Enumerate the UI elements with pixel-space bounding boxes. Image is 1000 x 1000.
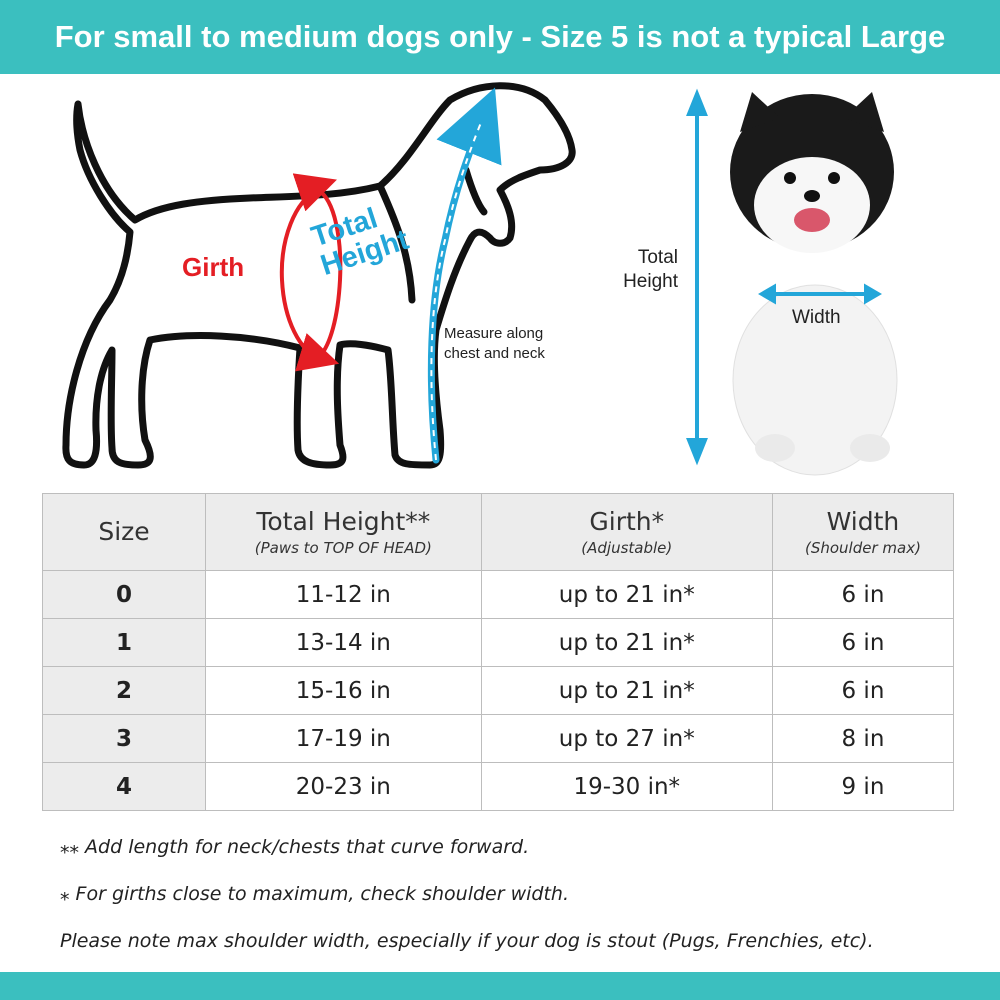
table-header-row: Size Total Height** (Paws to TOP OF HEAD… <box>41 493 955 571</box>
measure-note: Measure along chest and neck <box>444 324 594 364</box>
cell-width: 6 in <box>771 570 955 619</box>
table-row: 2 15-16 in up to 21 in* 6 in <box>41 666 955 715</box>
header-total-height: Total Height** (Paws to TOP OF HEAD) <box>205 493 482 571</box>
note-height: ⁎⁎ Add length for neck/chests that curve… <box>60 836 530 858</box>
measure-note-line2: chest and neck <box>444 345 545 362</box>
header-width-sub: (Shoulder max) <box>804 539 921 557</box>
cell-height: 15-16 in <box>205 666 482 715</box>
photo-height-arrow-icon <box>686 88 708 466</box>
dog-outline-icon <box>62 82 576 469</box>
header-total-height-title: Total Height** <box>256 507 431 536</box>
note-shoulder: Please note max shoulder width, especial… <box>60 930 874 952</box>
photo-total-height-label: Total Height <box>606 246 678 294</box>
girth-arrow-icon <box>279 173 343 372</box>
table-row: 3 17-19 in up to 27 in* 8 in <box>41 714 955 763</box>
table-row: 1 13-14 in up to 21 in* 6 in <box>41 618 955 667</box>
cell-height: 17-19 in <box>205 714 482 763</box>
header-girth-sub: (Adjustable) <box>581 539 673 557</box>
cell-size: 2 <box>41 666 207 715</box>
cell-width: 6 in <box>771 666 955 715</box>
photo-total-line2: Height <box>623 271 678 292</box>
cell-height: 11-12 in <box>205 570 482 619</box>
header-girth: Girth* (Adjustable) <box>480 493 773 571</box>
header-total-height-sub: (Paws to TOP OF HEAD) <box>254 539 432 557</box>
cell-girth: up to 27 in* <box>480 714 773 763</box>
top-banner: For small to medium dogs only - Size 5 i… <box>0 0 1000 74</box>
header-size-title: Size <box>98 517 150 546</box>
header-size: Size <box>41 493 207 571</box>
banner-title: For small to medium dogs only - Size 5 i… <box>54 19 946 54</box>
width-arrow-icon <box>758 283 882 305</box>
cell-size: 3 <box>41 714 207 763</box>
cell-height: 20-23 in <box>205 762 482 811</box>
measurement-illustration: Girth Total Height Measure along chest a… <box>0 74 1000 484</box>
header-width-title: Width <box>826 507 900 536</box>
size-chart-table: Size Total Height** (Paws to TOP OF HEAD… <box>41 493 955 811</box>
pomeranian-photo-icon <box>730 92 898 476</box>
cell-size: 0 <box>41 570 207 619</box>
cell-girth: 19-30 in* <box>480 762 773 811</box>
bottom-banner <box>0 972 1000 1000</box>
cell-width: 6 in <box>771 618 955 667</box>
illustration-svg <box>62 82 898 476</box>
measure-note-line1: Measure along <box>444 325 544 342</box>
photo-width-label: Width <box>792 307 841 328</box>
total-height-arrow-icon <box>427 87 502 464</box>
cell-height: 13-14 in <box>205 618 482 667</box>
table-row: 4 20-23 in 19-30 in* 9 in <box>41 762 955 811</box>
header-width: Width (Shoulder max) <box>771 493 955 571</box>
cell-girth: up to 21 in* <box>480 666 773 715</box>
girth-label: Girth <box>182 252 245 282</box>
table-row: 0 11-12 in up to 21 in* 6 in <box>41 570 955 619</box>
cell-size: 1 <box>41 618 207 667</box>
cell-width: 9 in <box>771 762 955 811</box>
cell-girth: up to 21 in* <box>480 618 773 667</box>
cell-size: 4 <box>41 762 207 811</box>
cell-girth: up to 21 in* <box>480 570 773 619</box>
photo-total-line1: Total <box>637 247 678 268</box>
header-girth-title: Girth* <box>589 507 665 536</box>
cell-width: 8 in <box>771 714 955 763</box>
note-girth: ⁎ For girths close to maximum, check sho… <box>60 883 569 905</box>
